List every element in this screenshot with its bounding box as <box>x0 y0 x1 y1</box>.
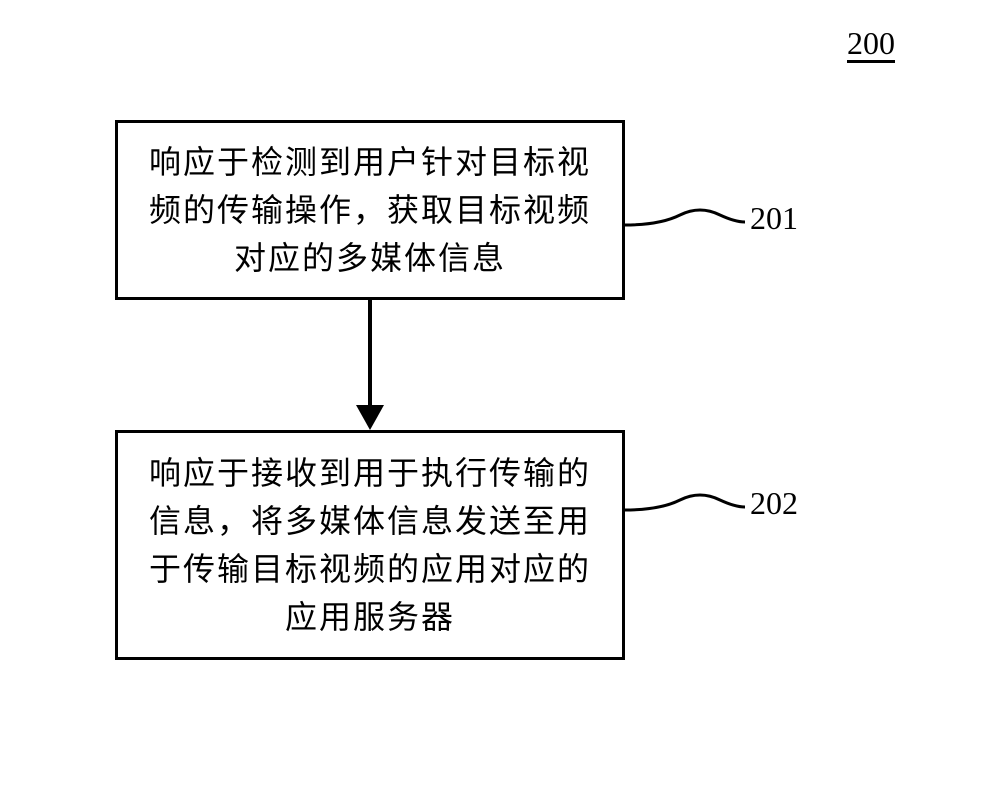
step-number-label-201: 201 <box>750 200 798 237</box>
step-number-label-202: 202 <box>750 485 798 522</box>
flowchart-step-box-1: 响应于检测到用户针对目标视 频的传输操作，获取目标视频 对应的多媒体信息 <box>115 120 625 300</box>
figure-number-label: 200 <box>847 25 895 62</box>
step-1-line-1: 响应于检测到用户针对目标视 <box>149 144 591 180</box>
step-1-line-2: 频的传输操作，获取目标视频 <box>149 192 591 228</box>
flowchart-arrow-line <box>368 300 372 405</box>
step-2-line-1: 响应于接收到用于执行传输的 <box>149 455 591 491</box>
flowchart-arrow-head <box>356 405 384 430</box>
step-2-line-3: 于传输目标视频的应用对应的 <box>149 551 591 587</box>
step-1-text: 响应于检测到用户针对目标视 频的传输操作，获取目标视频 对应的多媒体信息 <box>149 138 591 282</box>
flowchart-step-box-2: 响应于接收到用于执行传输的 信息，将多媒体信息发送至用 于传输目标视频的应用对应… <box>115 430 625 660</box>
step-1-line-3: 对应的多媒体信息 <box>234 240 506 276</box>
step-2-line-2: 信息，将多媒体信息发送至用 <box>149 503 591 539</box>
step-2-line-4: 应用服务器 <box>285 599 455 635</box>
step-2-text: 响应于接收到用于执行传输的 信息，将多媒体信息发送至用 于传输目标视频的应用对应… <box>149 449 591 641</box>
